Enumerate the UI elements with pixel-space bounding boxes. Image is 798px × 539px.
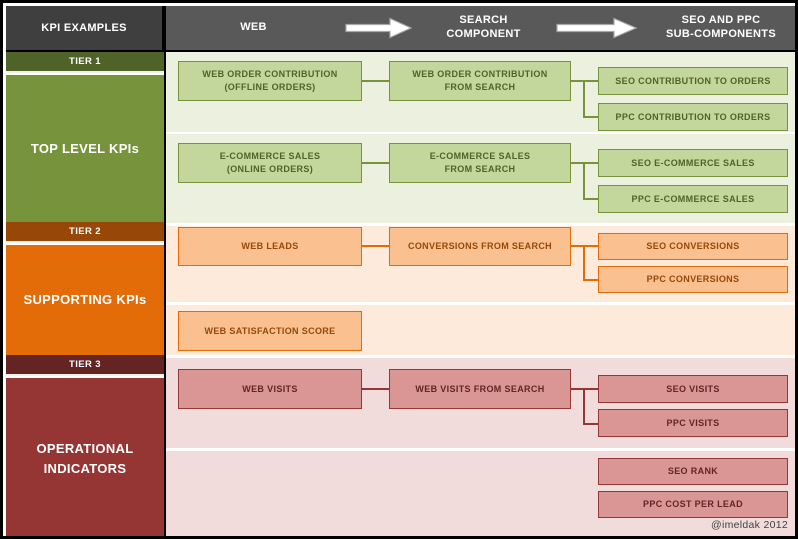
header-columns: WEB SEARCH COMPONENT SEO AND PPC SUB-COM… <box>166 6 795 50</box>
sidebar-tier1-header: TIER 1 <box>6 52 164 73</box>
sidebar-tier2-title: SUPPORTING KPIs <box>6 245 164 355</box>
credit-text: @imeldak 2012 <box>710 519 788 531</box>
box-seo-contribution-to-orders: SEO CONTRIBUTION TO ORDERS <box>598 67 788 95</box>
connector <box>583 423 598 425</box>
header-col-search: SEARCH COMPONENT <box>446 14 521 40</box>
box-ppc-visits: PPC VISITS <box>598 409 788 437</box>
header-kpi-examples: KPI EXAMPLES <box>6 6 164 50</box>
box-web-order-contribution-from-search: WEB ORDER CONTRIBUTION FROM SEARCH <box>389 61 571 101</box>
tier3-label: TIER 3 <box>69 359 101 370</box>
sidebar-main-divider <box>164 6 166 536</box>
header-col-seo-ppc: SEO AND PPC SUB-COMPONENTS <box>666 14 776 40</box>
box-web-leads: WEB LEADS <box>178 227 362 266</box>
box-seo-conversions: SEO CONVERSIONS <box>598 233 788 260</box>
right-arrow-icon <box>345 17 413 39</box>
tier3-title: OPERATIONAL INDICATORS <box>36 441 134 476</box>
box-web-order-contribution: WEB ORDER CONTRIBUTION (OFFLINE ORDERS) <box>178 61 362 101</box>
connector <box>362 162 389 164</box>
box-ecommerce-sales-from-search: E-COMMERCE SALES FROM SEARCH <box>389 143 571 183</box>
box-ecommerce-sales: E-COMMERCE SALES (ONLINE ORDERS) <box>178 143 362 183</box>
sidebar-tier3-title: OPERATIONAL INDICATORS <box>6 378 164 536</box>
box-ppc-conversions: PPC CONVERSIONS <box>598 266 788 293</box>
header-kpi-examples-label: KPI EXAMPLES <box>41 22 127 34</box>
connector <box>362 388 389 390</box>
tier1-label: TIER 1 <box>69 56 101 67</box>
box-seo-rank: SEO RANK <box>598 458 788 485</box>
connector <box>362 245 389 247</box>
arrow-web-to-search <box>341 17 417 39</box>
box-ppc-contribution-to-orders: PPC CONTRIBUTION TO ORDERS <box>598 103 788 131</box>
header-divider <box>6 50 795 52</box>
box-web-visits: WEB VISITS <box>178 369 362 409</box>
box-ppc-cost-per-lead: PPC COST PER LEAD <box>598 491 788 518</box>
connector <box>583 245 585 281</box>
box-web-satisfaction-score: WEB SATISFACTION SCORE <box>178 311 362 351</box>
connector <box>362 80 389 82</box>
sidebar-tier3-header: TIER 3 <box>6 355 164 376</box>
connector <box>583 80 585 118</box>
connector <box>583 279 598 281</box>
tier2-label: TIER 2 <box>69 226 101 237</box>
connector <box>583 116 598 118</box>
box-conversions-from-search: CONVERSIONS FROM SEARCH <box>389 227 571 266</box>
tier2-title: SUPPORTING KPIs <box>23 292 147 308</box>
sidebar-tier2-header: TIER 2 <box>6 222 164 243</box>
connector <box>583 162 585 200</box>
box-ppc-ecommerce-sales: PPC E-COMMERCE SALES <box>598 185 788 213</box>
connector <box>583 198 598 200</box>
box-web-visits-from-search: WEB VISITS FROM SEARCH <box>389 369 571 409</box>
right-arrow-icon <box>556 17 638 39</box>
header-col-web: WEB <box>240 21 267 34</box>
box-seo-ecommerce-sales: SEO E-COMMERCE SALES <box>598 149 788 177</box>
tier1-title: TOP LEVEL KPIs <box>30 140 140 156</box>
arrow-search-to-seo-ppc <box>550 17 644 39</box>
sidebar-tier1-title: TOP LEVEL KPIs <box>6 75 164 222</box>
connector <box>583 388 585 425</box>
box-seo-visits: SEO VISITS <box>598 375 788 403</box>
